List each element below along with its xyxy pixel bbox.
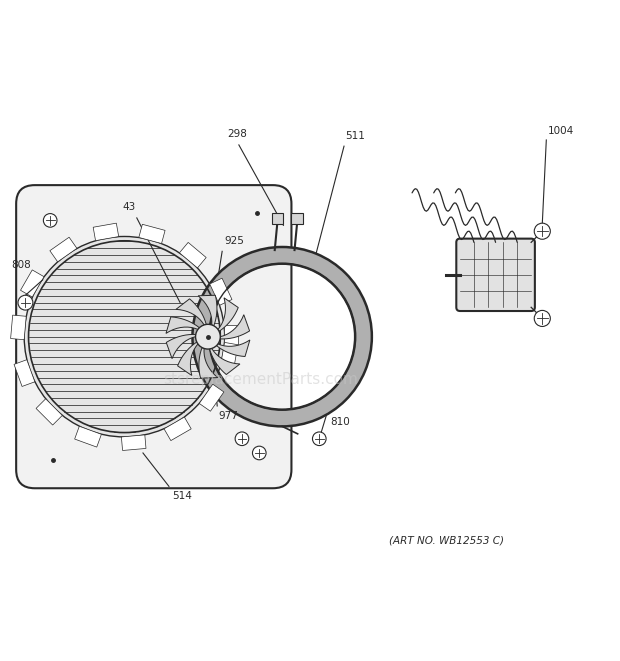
Polygon shape	[166, 334, 196, 359]
Text: 43: 43	[123, 202, 136, 212]
Polygon shape	[220, 315, 250, 339]
Polygon shape	[93, 223, 118, 241]
Polygon shape	[164, 417, 191, 441]
Polygon shape	[198, 295, 217, 326]
Polygon shape	[199, 384, 224, 411]
Polygon shape	[74, 426, 102, 447]
FancyBboxPatch shape	[456, 239, 535, 311]
Polygon shape	[221, 342, 238, 368]
Circle shape	[195, 325, 220, 349]
Circle shape	[534, 311, 551, 327]
Text: 298: 298	[227, 129, 247, 139]
Polygon shape	[291, 213, 303, 224]
Circle shape	[24, 237, 224, 437]
Text: 514: 514	[172, 491, 193, 501]
Text: 925: 925	[224, 237, 244, 247]
Polygon shape	[210, 348, 240, 375]
Polygon shape	[218, 298, 238, 331]
Polygon shape	[216, 340, 250, 356]
Circle shape	[43, 214, 57, 227]
Polygon shape	[11, 315, 26, 340]
Text: 808: 808	[11, 260, 31, 270]
Polygon shape	[179, 243, 206, 268]
Text: 511: 511	[345, 131, 365, 141]
Polygon shape	[20, 270, 44, 297]
Polygon shape	[176, 299, 206, 325]
Polygon shape	[50, 237, 77, 262]
Polygon shape	[199, 348, 218, 378]
Circle shape	[235, 432, 249, 446]
Polygon shape	[177, 342, 198, 375]
Polygon shape	[139, 224, 165, 243]
Circle shape	[252, 446, 266, 460]
Polygon shape	[224, 325, 237, 348]
Circle shape	[312, 432, 326, 446]
Polygon shape	[14, 360, 35, 387]
Circle shape	[534, 223, 551, 239]
Text: stsreplacementParts.com: stsreplacementParts.com	[163, 373, 358, 387]
Text: (ART NO. WB12553 C): (ART NO. WB12553 C)	[389, 536, 503, 546]
Polygon shape	[166, 317, 200, 333]
Circle shape	[18, 295, 33, 310]
Polygon shape	[272, 213, 283, 224]
Polygon shape	[210, 278, 232, 305]
Text: 810: 810	[330, 417, 350, 427]
Polygon shape	[36, 399, 62, 425]
Text: 1004: 1004	[548, 126, 574, 136]
Text: 977: 977	[218, 411, 238, 421]
FancyBboxPatch shape	[16, 185, 291, 488]
Polygon shape	[122, 435, 146, 451]
